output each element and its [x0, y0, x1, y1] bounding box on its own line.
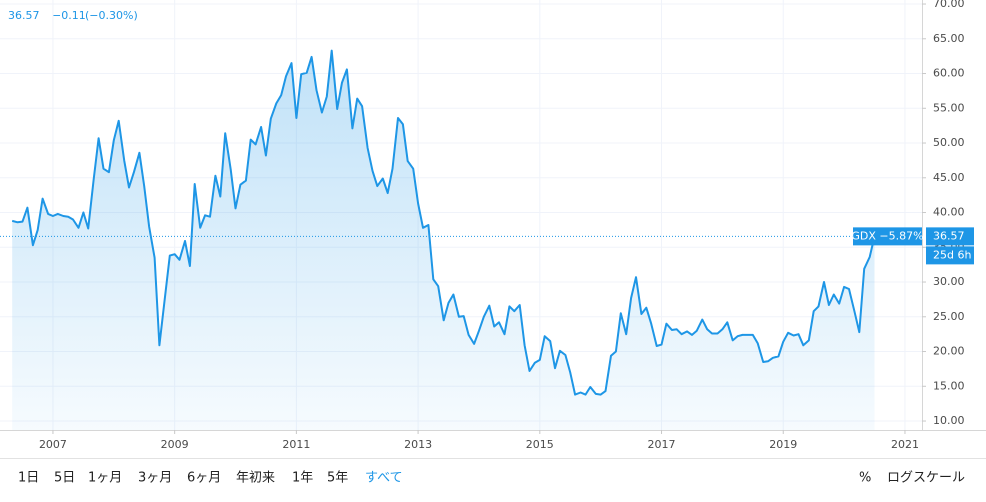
range-button[interactable]: すべて	[365, 471, 403, 486]
price-label: 36.57	[933, 229, 965, 242]
range-button[interactable]: 6ヶ月	[187, 471, 221, 486]
x-tick-label: 2015	[526, 438, 554, 451]
y-tick-label: 40.00	[933, 206, 965, 219]
y-tick-label: 25.00	[933, 310, 965, 323]
y-tick-label: 45.00	[933, 171, 965, 184]
y-tick-label: 65.00	[933, 32, 965, 45]
line	[11, 49, 876, 396]
countdown: 25d 6h	[933, 248, 971, 261]
header-change-pct: (−0.30%)	[85, 9, 138, 22]
area	[12, 50, 875, 430]
y-tick-label: 70.00	[933, 0, 965, 10]
range-button[interactable]: 1ヶ月	[88, 471, 122, 486]
x-tick-label: 2019	[769, 438, 797, 451]
x-tick-label: 2009	[161, 438, 189, 451]
y-tick-label: 55.00	[933, 101, 965, 114]
x-tick-label: 2011	[282, 438, 310, 451]
y-tick-label: 30.00	[933, 275, 965, 288]
countdown-box	[926, 246, 974, 265]
y-tick-label: 50.00	[933, 136, 965, 149]
price-label-box	[926, 227, 974, 246]
y-tick-label: 20.00	[933, 345, 965, 358]
x-tick-label: 2021	[891, 438, 919, 451]
header-last: 36.57	[8, 9, 40, 22]
x-tick-label: 2013	[404, 438, 432, 451]
toolbar-option[interactable]: ログスケール	[887, 471, 965, 486]
y-tick-label: 60.00	[933, 67, 965, 80]
header-change: −0.11	[52, 9, 86, 22]
x-tick-label: 2007	[39, 438, 67, 451]
y-tick-label: 15.00	[933, 379, 965, 392]
range-button[interactable]: 年初来	[236, 471, 275, 486]
range-button[interactable]: 3ヶ月	[138, 471, 172, 486]
range-button[interactable]: 1年	[292, 471, 313, 486]
x-tick-label: 2017	[648, 438, 676, 451]
symbol-label: GDX −5.87%	[851, 229, 923, 242]
y-tick-label: 10.00	[933, 414, 965, 427]
symbol-label-box	[853, 227, 922, 246]
range-button[interactable]: 5年	[327, 471, 348, 486]
range-button[interactable]: 5日	[54, 471, 75, 486]
range-button[interactable]: 1日	[18, 471, 39, 486]
toolbar-option[interactable]: %	[859, 471, 871, 486]
